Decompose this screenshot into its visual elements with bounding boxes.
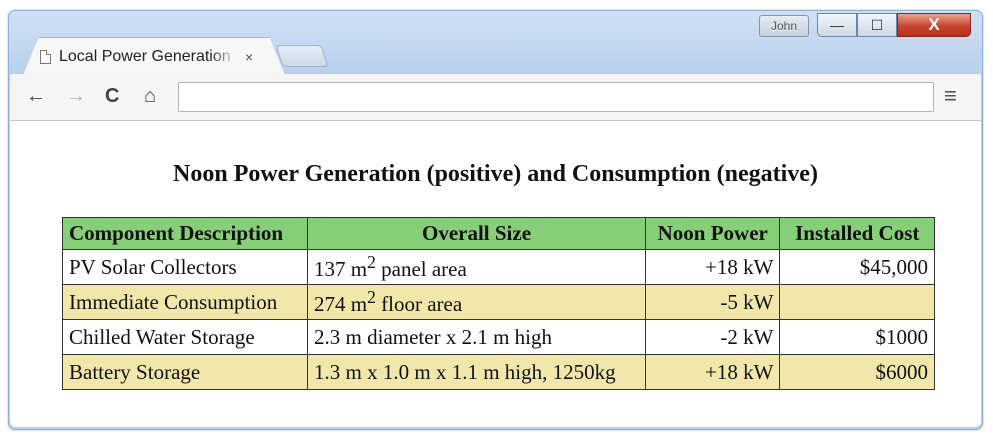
table-header-row: Component Description Overall Size Noon … xyxy=(61,217,935,250)
browser-window: John — ☐ X Local Power Generation × ← → … xyxy=(8,10,983,430)
power-cell: +18 kW xyxy=(644,249,781,285)
close-window-button[interactable]: X xyxy=(897,13,971,37)
page-content: Noon Power Generation (positive) and Con… xyxy=(10,121,981,427)
menu-icon[interactable]: ≡ xyxy=(944,83,957,108)
tab-title: Local Power Generation xyxy=(59,47,231,65)
size-exponent: 2 xyxy=(367,287,376,307)
table-row: Battery Storage 1.3 m x 1.0 m x 1.1 m hi… xyxy=(61,354,935,390)
size-exponent: 2 xyxy=(367,252,376,272)
power-cell: -2 kW xyxy=(644,319,781,355)
size-value: 137 m xyxy=(314,257,368,281)
table-row: Immediate Consumption 274 m2 floor area … xyxy=(61,284,935,320)
back-arrow-icon[interactable]: ← xyxy=(26,85,46,107)
cost-cell xyxy=(779,284,935,320)
size-unit: floor area xyxy=(375,292,463,316)
tab-local-power[interactable]: Local Power Generation × xyxy=(23,37,285,75)
new-tab-button[interactable] xyxy=(275,45,329,67)
size-value: 274 m xyxy=(314,292,368,316)
maximize-button[interactable]: ☐ xyxy=(857,13,897,37)
cost-cell: $45,000 xyxy=(779,249,935,285)
forward-arrow-icon[interactable]: → xyxy=(66,85,86,107)
column-header: Overall Size xyxy=(307,217,646,250)
home-icon[interactable]: ⌂ xyxy=(144,85,157,107)
minimize-button[interactable]: — xyxy=(817,13,857,37)
power-cell: +18 kW xyxy=(644,354,781,390)
component-cell: Chilled Water Storage xyxy=(61,319,309,355)
page-title: Noon Power Generation (positive) and Con… xyxy=(173,161,818,187)
size-cell: 274 m2 floor area xyxy=(307,284,646,320)
power-cell: -5 kW xyxy=(644,284,781,320)
column-header: Noon Power xyxy=(644,217,781,250)
column-header: Installed Cost xyxy=(779,217,935,250)
component-cell: Battery Storage xyxy=(61,354,309,390)
size-unit: panel area xyxy=(375,257,467,281)
size-cell: 137 m2 panel area xyxy=(307,249,646,285)
cost-cell: $1000 xyxy=(779,319,935,355)
component-cell: PV Solar Collectors xyxy=(61,249,309,285)
table-row: Chilled Water Storage 2.3 m diameter x 2… xyxy=(61,319,935,355)
column-header: Component Description xyxy=(61,217,309,250)
reload-icon[interactable]: C xyxy=(105,85,120,107)
close-tab-icon[interactable]: × xyxy=(245,48,254,65)
cost-cell: $6000 xyxy=(779,354,935,390)
table-row: PV Solar Collectors 137 m2 panel area +1… xyxy=(61,249,935,285)
component-cell: Immediate Consumption xyxy=(61,284,309,320)
power-table: Component Description Overall Size Noon … xyxy=(61,217,935,390)
window-controls: — ☐ X xyxy=(817,13,971,39)
size-cell: 2.3 m diameter x 2.1 m high xyxy=(307,319,646,355)
browser-toolbar: ← → C ⌂ ≡ xyxy=(10,74,981,121)
profile-button[interactable]: John xyxy=(759,15,809,37)
address-bar[interactable] xyxy=(178,82,934,112)
page-icon xyxy=(40,49,51,64)
size-cell: 1.3 m x 1.0 m x 1.1 m high, 1250kg xyxy=(307,354,646,390)
